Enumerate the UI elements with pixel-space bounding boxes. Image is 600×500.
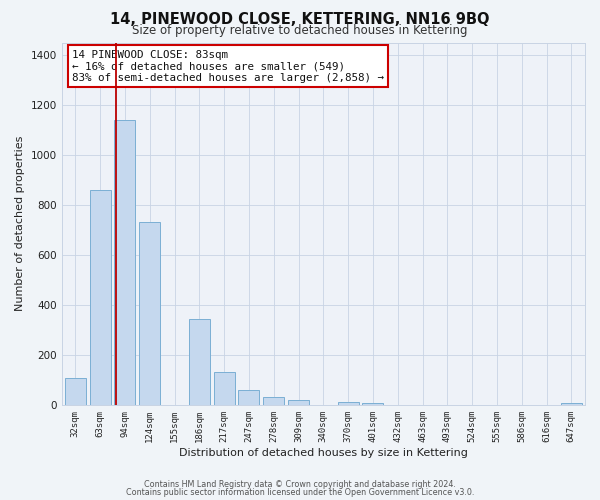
Bar: [189, 318, 210, 405]
Text: Size of property relative to detached houses in Kettering: Size of property relative to detached ho…: [132, 24, 468, 37]
Text: Contains public sector information licensed under the Open Government Licence v3: Contains public sector information licen…: [126, 488, 474, 497]
Bar: [115, 120, 136, 405]
Bar: [238, 390, 259, 405]
Bar: [89, 190, 110, 405]
Bar: [139, 222, 160, 405]
Bar: [288, 400, 309, 405]
Bar: [214, 372, 235, 405]
Text: 14 PINEWOOD CLOSE: 83sqm
← 16% of detached houses are smaller (549)
83% of semi-: 14 PINEWOOD CLOSE: 83sqm ← 16% of detach…: [72, 50, 384, 83]
Text: 14, PINEWOOD CLOSE, KETTERING, NN16 9BQ: 14, PINEWOOD CLOSE, KETTERING, NN16 9BQ: [110, 12, 490, 26]
Text: Contains HM Land Registry data © Crown copyright and database right 2024.: Contains HM Land Registry data © Crown c…: [144, 480, 456, 489]
X-axis label: Distribution of detached houses by size in Kettering: Distribution of detached houses by size …: [179, 448, 468, 458]
Y-axis label: Number of detached properties: Number of detached properties: [15, 136, 25, 312]
Bar: [561, 403, 582, 405]
Bar: [362, 403, 383, 405]
Bar: [263, 398, 284, 405]
Bar: [65, 378, 86, 405]
Bar: [338, 402, 359, 405]
